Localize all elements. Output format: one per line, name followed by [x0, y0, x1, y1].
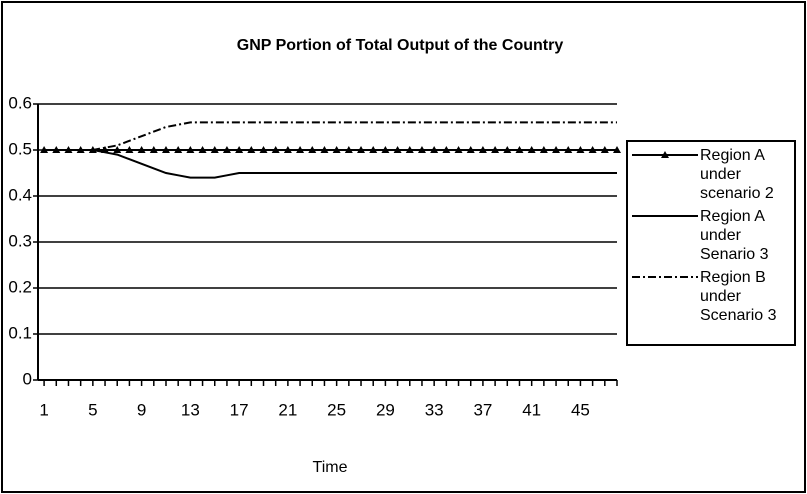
y-tick-label: 0.4	[8, 185, 32, 204]
series-marker	[259, 146, 268, 153]
series-marker	[576, 146, 585, 153]
series-marker	[369, 146, 378, 153]
legend-label: Region A under scenario 2	[700, 147, 774, 202]
legend-swatch	[632, 151, 698, 158]
legend-entry: Region A under Senario 3	[628, 207, 790, 264]
y-tick-label: 0.1	[8, 323, 32, 342]
series-marker	[283, 146, 292, 153]
x-tick-label: 37	[473, 400, 492, 419]
x-tick-label: 41	[522, 400, 541, 419]
series-marker	[149, 146, 158, 153]
series-marker	[564, 146, 573, 153]
x-tick-label: 17	[230, 400, 249, 419]
x-tick-label: 13	[181, 400, 200, 419]
legend-label: Region B under Scenario 3	[700, 269, 777, 324]
series-marker	[393, 146, 402, 153]
x-tick-label: 29	[376, 400, 395, 419]
legend-swatch	[632, 215, 698, 217]
series-marker	[613, 146, 621, 153]
x-tick-label: 5	[88, 400, 97, 419]
series-marker	[466, 146, 475, 153]
series-marker	[478, 146, 487, 153]
legend-entry: Region A under scenario 2	[628, 146, 790, 203]
series-marker	[503, 146, 512, 153]
y-tick-label: 0	[23, 369, 32, 388]
series-marker	[539, 146, 548, 153]
x-tick-label: 33	[425, 400, 444, 419]
series-marker	[137, 146, 146, 153]
series-marker	[357, 146, 366, 153]
series-marker	[320, 146, 329, 153]
series-marker	[247, 146, 256, 153]
series-marker	[552, 146, 561, 153]
series-marker	[381, 146, 390, 153]
x-tick-label: 1	[39, 400, 48, 419]
series-marker	[235, 146, 244, 153]
series-marker	[417, 146, 426, 153]
series-marker	[296, 146, 305, 153]
series-marker	[430, 146, 439, 153]
series-marker	[113, 146, 122, 153]
series-marker	[161, 146, 170, 153]
legend-entry: Region B under Scenario 3	[628, 268, 790, 325]
series-marker	[405, 146, 414, 153]
x-tick-label: 45	[571, 400, 590, 419]
series-marker	[186, 146, 195, 153]
series-line	[44, 149, 617, 179]
series-marker	[515, 146, 524, 153]
legend: Region A under scenario 2 Region A under …	[626, 140, 796, 346]
y-tick-label: 0.2	[8, 277, 32, 296]
series-marker	[344, 146, 353, 153]
series-marker	[198, 146, 207, 153]
series-marker	[442, 146, 451, 153]
x-tick-label: 21	[278, 400, 297, 419]
series-line	[44, 121, 617, 151]
series-marker	[308, 146, 317, 153]
legend-swatch	[632, 276, 698, 278]
x-axis-label: Time	[313, 459, 348, 476]
series-marker	[210, 146, 219, 153]
y-tick-label: 0.3	[8, 231, 32, 250]
legend-label: Region A under Senario 3	[700, 208, 769, 263]
series-marker	[600, 146, 609, 153]
series-marker	[174, 146, 183, 153]
y-tick-label: 0.6	[8, 93, 32, 112]
series-marker	[271, 146, 280, 153]
y-tick-label: 0.5	[8, 139, 32, 158]
x-tick-label: 9	[137, 400, 146, 419]
legend-marker	[661, 151, 669, 158]
x-tick-label: 25	[327, 400, 346, 419]
chart-title: GNP Portion of Total Output of the Count…	[237, 37, 564, 54]
series-marker	[527, 146, 536, 153]
series-marker	[332, 146, 341, 153]
series-marker	[454, 146, 463, 153]
series-marker	[125, 146, 134, 153]
series-marker	[588, 146, 597, 153]
series-marker	[491, 146, 500, 153]
series-marker	[222, 146, 231, 153]
